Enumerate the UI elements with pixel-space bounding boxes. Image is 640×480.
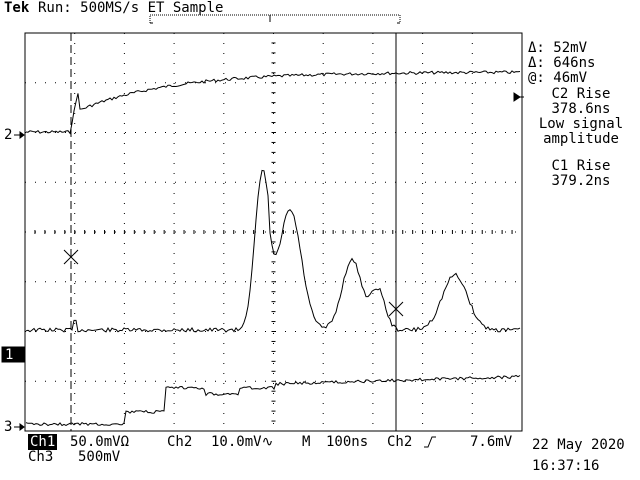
ch2-scale: 10.0mV∿: [211, 434, 274, 450]
c2-note-line2: amplitude: [543, 131, 619, 147]
trace-ch3: [25, 374, 521, 427]
delta-voltage-readout: Δ: 52mV: [528, 40, 588, 56]
ch1-ground-label: 1: [5, 347, 14, 363]
ch3-label[interactable]: Ch3: [28, 449, 54, 465]
at-voltage-readout: @: 46mV: [528, 70, 588, 86]
date-readout: 22 May 2020: [532, 437, 625, 453]
ch3-scale: 500mV: [78, 449, 121, 465]
trace-ch2: [25, 70, 521, 135]
delta-time-readout: Δ: 646ns: [528, 55, 596, 71]
channel-markers: [1, 131, 25, 431]
cursor-x-icon: [63, 249, 404, 317]
ch2-ground-label: 2: [4, 127, 13, 143]
ch3-ground-label: 3: [4, 419, 13, 435]
acquisition-status: Run: 500MS/s ET Sample: [38, 0, 224, 16]
timebase-scale: 100ns: [326, 434, 369, 450]
trigger-position-marker: [149, 14, 401, 24]
trigger-level: 7.6mV: [470, 434, 513, 450]
c1-rise-label: C1 Rise: [551, 158, 611, 174]
ch1-label[interactable]: Ch1: [28, 434, 58, 450]
timebase-label: M: [302, 434, 311, 450]
ch1-scale: 50.0mVΩ: [70, 434, 130, 450]
trigger-level-arrow: [513, 92, 524, 102]
graticule-grid: [24, 32, 523, 432]
ch2-label[interactable]: Ch2: [167, 434, 193, 450]
c1-rise-value: 379.2ns: [551, 173, 611, 189]
time-readout: 16:37:16: [532, 458, 600, 474]
brand-label: Tek: [4, 0, 30, 16]
trace-ch1: [25, 169, 521, 333]
c2-rise-label: C2 Rise: [551, 86, 611, 102]
c2-rise-value: 378.6ns: [551, 101, 611, 117]
c2-note-line1: Low signal: [538, 116, 624, 132]
trigger-source[interactable]: Ch2: [387, 434, 413, 450]
